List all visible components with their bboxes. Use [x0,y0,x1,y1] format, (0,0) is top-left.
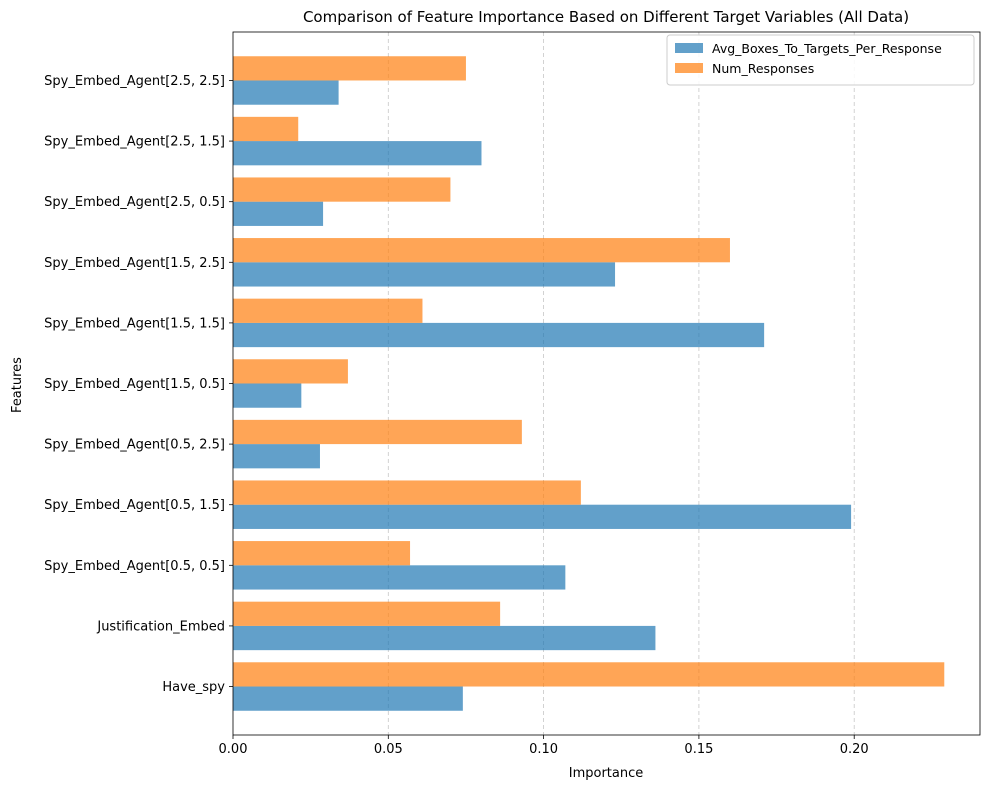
bar-num-responses [233,298,423,323]
x-tick-label: 0.00 [219,742,248,757]
grid-lines [387,32,855,735]
bar-avg-boxes [233,686,463,711]
bar-avg-boxes [233,262,616,287]
bar-avg-boxes [233,444,320,469]
y-tick-label: Have_spy [162,680,225,695]
bar-avg-boxes [233,201,324,226]
y-tick-label: Spy_Embed_Agent[1.5, 1.5] [44,316,225,331]
bar-num-responses [233,419,522,445]
y-tick-label: Justification_Embed [96,619,225,634]
bar-num-responses [233,359,348,384]
x-tick-label: 0.10 [529,742,558,757]
legend: Avg_Boxes_To_Targets_Per_Response Num_Res… [666,34,975,86]
y-tick-label: Spy_Embed_Agent[0.5, 1.5] [44,498,225,513]
y-tick-label: Spy_Embed_Agent[0.5, 0.5] [44,559,225,574]
legend-label: Avg_Boxes_To_Targets_Per_Response [712,41,942,56]
bar-num-responses [233,56,466,81]
y-axis-label: Features [10,357,25,413]
legend-box [666,34,975,86]
bar-avg-boxes [233,141,482,166]
bar-avg-boxes [233,383,302,408]
bar-num-responses [233,116,299,142]
bar-num-responses [233,601,501,626]
legend-label: Num_Responses [712,61,814,76]
bar-num-responses [233,177,451,202]
legend-swatch [675,63,703,73]
x-tick-label: 0.20 [840,742,869,757]
x-axis-ticks: 0.00 0.05 0.10 0.15 0.20 [219,735,869,757]
y-axis-ticks: Have_spy Justification_Embed Spy_Embed_Age… [44,74,233,695]
bar-avg-boxes [233,80,339,105]
chart-title: Comparison of Feature Importance Based o… [303,8,909,26]
y-tick-label: Spy_Embed_Agent[2.5, 0.5] [44,195,225,210]
y-tick-label: Spy_Embed_Agent[1.5, 2.5] [44,256,225,271]
x-tick-label: 0.05 [374,742,403,757]
y-tick-label: Spy_Embed_Agent[2.5, 1.5] [44,135,225,150]
x-axis-label: Importance [569,766,644,781]
bar-num-responses [233,541,411,566]
bar-num-responses [233,480,581,505]
y-tick-label: Spy_Embed_Agent[1.5, 0.5] [44,377,225,392]
bars [233,56,945,711]
x-tick-label: 0.15 [684,742,713,757]
y-tick-label: Spy_Embed_Agent[0.5, 2.5] [44,438,225,453]
bar-num-responses [233,238,730,263]
legend-swatch [675,43,703,53]
bar-avg-boxes [233,504,852,529]
bar-avg-boxes [233,625,656,651]
bar-avg-boxes [233,322,765,348]
bar-avg-boxes [233,565,566,590]
bar-num-responses [233,662,945,687]
y-tick-label: Spy_Embed_Agent[2.5, 2.5] [44,74,225,89]
